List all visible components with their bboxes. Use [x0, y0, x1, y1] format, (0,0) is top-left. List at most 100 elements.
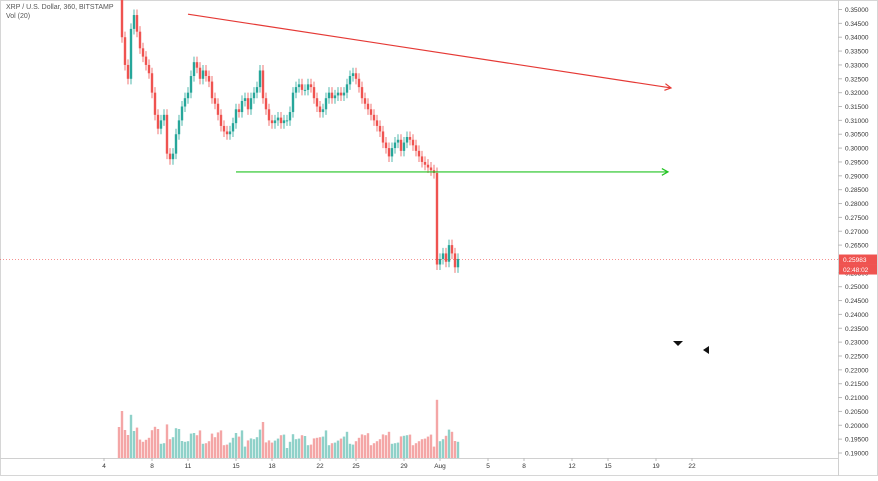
candle-body — [417, 150, 421, 157]
volume-bar — [336, 440, 340, 458]
candle — [147, 59, 151, 79]
candle-body — [279, 117, 283, 124]
candle — [408, 131, 412, 146]
candle-body — [246, 98, 250, 110]
volume-bar — [372, 443, 376, 458]
volume-bar — [411, 445, 415, 458]
candle-body — [123, 37, 127, 65]
candle-body — [210, 81, 214, 99]
volume-bar — [453, 441, 457, 458]
candle — [417, 145, 421, 162]
volume-bar — [369, 445, 373, 458]
y-tick-label: 0.31000 — [845, 118, 869, 125]
support-line[interactable] — [236, 168, 670, 176]
candle-body — [351, 73, 355, 77]
candle-body — [450, 245, 454, 254]
y-tick-label: 0.24000 — [845, 312, 869, 319]
resistance-trendline[interactable] — [187, 13, 673, 91]
candle — [414, 139, 418, 157]
candle — [261, 64, 265, 104]
candle — [204, 64, 208, 82]
candle-body — [204, 70, 208, 77]
candle — [372, 109, 376, 126]
y-tick-label: 0.32000 — [845, 90, 869, 97]
candle-body — [378, 125, 382, 132]
volume-bar — [348, 443, 352, 458]
candle — [420, 150, 424, 168]
marker-left-icon — [703, 346, 709, 354]
candle — [429, 161, 433, 176]
y-tick-label: 0.20500 — [845, 409, 869, 416]
volume-bar — [123, 430, 127, 458]
volume-bar — [447, 429, 451, 458]
candle-body — [252, 92, 256, 99]
resistance-trendline-segment[interactable] — [187, 13, 672, 89]
volume-bar — [291, 434, 295, 458]
candle-body — [396, 139, 400, 143]
volume-bar — [168, 439, 172, 458]
candle-body — [420, 156, 424, 162]
x-tick-label: 15 — [232, 463, 240, 470]
candle — [423, 156, 427, 171]
y-tick-label: 0.33500 — [845, 49, 869, 56]
candle — [375, 114, 379, 132]
candle — [231, 117, 235, 138]
volume-bar — [210, 433, 214, 458]
candle-body — [237, 109, 241, 113]
candle — [273, 114, 277, 129]
candle-body — [405, 137, 409, 143]
candle — [300, 78, 304, 96]
candle-body — [456, 258, 460, 268]
candle-body — [354, 73, 358, 79]
candle — [150, 67, 154, 99]
candle-body — [366, 103, 370, 110]
candle — [390, 142, 394, 162]
candle — [306, 78, 310, 96]
candle — [129, 23, 133, 85]
candle-body — [441, 253, 445, 259]
candle — [294, 81, 298, 99]
candle — [318, 100, 322, 118]
candle-body — [216, 103, 220, 115]
volume-bar — [279, 435, 283, 458]
candle-body — [126, 64, 130, 79]
volume-bar — [180, 441, 184, 458]
y-tick-label: 0.34000 — [845, 35, 869, 42]
candle — [138, 26, 142, 54]
candle — [324, 92, 328, 115]
volume-legend: Vol (20) — [6, 13, 31, 20]
y-tick-label: 0.34500 — [845, 21, 869, 28]
candle — [243, 92, 247, 107]
candle-body — [399, 139, 403, 151]
volume-bar — [225, 444, 229, 458]
candle — [336, 87, 340, 101]
candle — [267, 103, 271, 126]
candle-body — [408, 137, 412, 140]
candle-body — [267, 109, 271, 121]
countdown-label: 02:48:02 — [843, 267, 869, 274]
candle — [120, 0, 124, 43]
candle — [348, 70, 352, 90]
volume-bar — [117, 427, 121, 458]
candle — [378, 120, 382, 138]
candle — [162, 109, 166, 126]
candle — [258, 64, 262, 93]
candle-body — [315, 98, 319, 107]
volume-bar — [429, 434, 433, 458]
volume-bar — [252, 439, 256, 458]
candle-body — [303, 89, 307, 91]
volume-bar — [378, 439, 382, 458]
volume-bar — [207, 441, 211, 458]
candle-body — [306, 84, 310, 90]
candle-body — [174, 134, 178, 154]
candle-body — [198, 67, 202, 79]
volume-bar — [261, 422, 265, 458]
x-tick-label: 22 — [316, 463, 324, 470]
candle-body — [411, 139, 415, 146]
volume-bar — [150, 430, 154, 458]
candle-body — [189, 76, 193, 93]
candle — [363, 92, 367, 110]
candle-body — [444, 253, 448, 262]
